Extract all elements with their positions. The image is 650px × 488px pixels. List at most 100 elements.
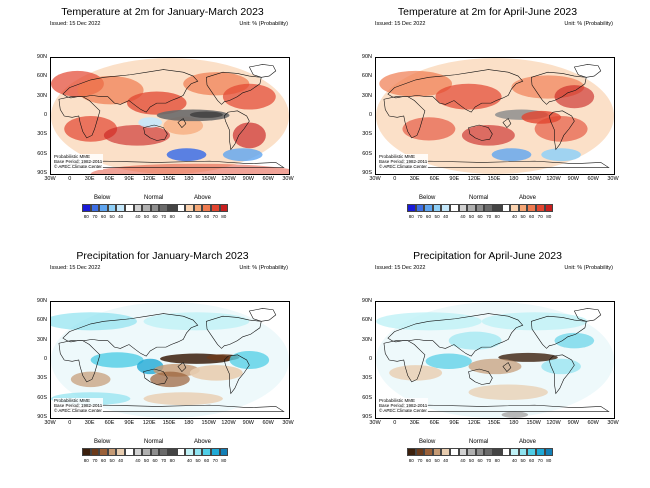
latitude-tick-label: 0 — [43, 112, 47, 118]
colorbar-tick-label: 40 — [118, 458, 124, 463]
colorbar-tick-label: 40 — [460, 458, 466, 463]
colorbar-swatch — [449, 448, 459, 456]
colorbar-swatch — [133, 204, 143, 212]
colorbar-swatch — [432, 448, 442, 456]
note-line: Base Period: 1982-2011 — [379, 159, 428, 165]
longitude-tick-label: 0 — [393, 420, 397, 426]
longitude-tick-label: 90E — [124, 420, 135, 426]
latitude-tick-label: 30S — [362, 375, 372, 382]
colorbar-tick-label: 40 — [511, 214, 517, 219]
colorbar-category-label: Above — [519, 439, 537, 445]
colorbar-tick-label: 70 — [486, 458, 492, 463]
longitude-tick-label: 0 — [68, 420, 72, 426]
longitude-tick-label: 150W — [201, 176, 216, 182]
longitude-tick-label: 60E — [104, 420, 115, 426]
colorbar-swatch — [501, 204, 511, 212]
colorbar-tick-label: 40 — [118, 214, 124, 219]
issued-date: Issued: 15 Dec 2022 — [375, 21, 426, 27]
colorbar-category-label: Above — [519, 195, 537, 201]
longitude-tick-label: 0 — [393, 176, 397, 182]
colorbar-tick-label: 50 — [520, 458, 526, 463]
colorbar-swatch — [193, 448, 203, 456]
unit-label: Unit: % (Probability) — [239, 265, 288, 271]
note-line: Base Period: 1982-2011 — [54, 159, 103, 165]
longitude-tick-label: 180 — [184, 420, 194, 426]
colorbar-tick-label: 80 — [408, 214, 414, 219]
colorbar-tick-label — [502, 214, 511, 219]
colorbar-swatch — [107, 204, 117, 212]
colorbar-tick-label: 50 — [434, 214, 440, 219]
longitude-tick-label: 150W — [526, 176, 541, 182]
unit-label: Unit: % (Probability) — [564, 265, 613, 271]
colorbar-tick-label: 80 — [83, 458, 89, 463]
world-map — [50, 57, 290, 175]
longitude-tick-label: 30W — [44, 176, 56, 182]
longitude-tick-label: 30W — [369, 176, 381, 182]
longitude-tick-label: 60W — [262, 420, 274, 426]
colorbar-tick-label: 70 — [92, 458, 98, 463]
latitude-tick-label: 60N — [361, 73, 372, 80]
longitude-tick-label: 120E — [467, 420, 481, 426]
colorbar-ticks: 80 70 60 50 40 40 50 60 70 80 40 50 60 70 80 — [407, 458, 553, 463]
colorbar-tick-label: 50 — [143, 214, 150, 219]
longitude-tick-label: 60W — [587, 420, 599, 426]
colorbar-swatch — [407, 204, 416, 212]
longitude-tick-label: 60E — [429, 420, 440, 426]
latitude-tick-label: 90N — [361, 54, 372, 60]
colorbar-swatch — [527, 204, 536, 212]
colorbar-swatch — [475, 448, 485, 456]
colorbar-swatch — [185, 204, 194, 212]
colorbar-swatch — [82, 204, 91, 212]
longitude-tick-label: 120E — [467, 176, 481, 182]
colorbar-tick-label — [125, 458, 134, 463]
unit-label: Unit: % (Probability) — [564, 21, 613, 27]
note-line: © APEC Climate Center — [54, 408, 102, 414]
colorbar-category-label: Normal — [469, 195, 489, 201]
colorbar-ticks: 80 70 60 50 40 40 50 60 70 80 40 50 60 70 80 — [407, 214, 553, 219]
colorbar-tick-label: 60 — [529, 458, 535, 463]
colorbar-category-label: Below — [419, 439, 436, 445]
colorbar-swatch — [467, 204, 476, 212]
latitude-tick-label: 60N — [36, 73, 47, 80]
note-line: © APEC Climate Center — [379, 408, 427, 414]
colorbar-tick-label: 60 — [100, 458, 107, 463]
note-line: © APEC Climate Center — [379, 164, 427, 170]
colorbar-swatch — [492, 204, 502, 212]
colorbar-tick-label: 60 — [477, 458, 483, 463]
world-map — [375, 301, 615, 419]
colorbar-tick-label: 50 — [143, 458, 150, 463]
colorbar-tick-label: 80 — [494, 458, 500, 463]
colorbar-swatch — [124, 204, 134, 212]
longitude-tick-label: 90W — [567, 420, 579, 426]
latitude-tick-label: 90S — [37, 170, 47, 176]
colorbar-tick-label: 70 — [486, 214, 492, 219]
latitude-tick-label: 0 — [43, 356, 47, 362]
note-line: Probabilistic MME — [379, 154, 416, 159]
panel-title: Precipitation for April-June 2023 — [413, 250, 562, 262]
continent-outlines — [57, 308, 285, 412]
colorbar-swatch — [219, 204, 229, 212]
colorbar-tick-label: 70 — [161, 458, 167, 463]
latitude-tick-label: 30N — [36, 336, 47, 343]
colorbar-swatch — [116, 448, 125, 456]
unit-label: Unit: % (Probability) — [239, 21, 288, 27]
colorbar — [82, 204, 229, 212]
colorbar-swatch — [176, 448, 186, 456]
colorbar-tick-label: 60 — [204, 458, 210, 463]
longitude-tick-label: 180 — [509, 420, 519, 426]
longitude-tick-label: 30W — [282, 176, 294, 182]
colorbar-ticks: 80 70 60 50 40 40 50 60 70 80 40 50 60 70 80 — [82, 214, 228, 219]
latitude-tick-label: 60N — [36, 317, 47, 324]
colorbar-tick-label: 80 — [546, 214, 552, 219]
colorbar-tick-label: 50 — [109, 214, 115, 219]
colorbar-swatch — [441, 448, 450, 456]
colorbar-tick-label: 80 — [83, 214, 89, 219]
colorbar-swatch — [159, 204, 168, 212]
colorbar-swatch — [142, 204, 151, 212]
latitude-tick-label: 90N — [361, 298, 372, 304]
colorbar-tick-label: 80 — [169, 214, 175, 219]
panel-title: Precipitation for January-March 2023 — [76, 250, 249, 262]
colorbar-tick-label: 60 — [152, 214, 158, 219]
panel-precipitation-amj: Precipitation for April-June 2023 Issued:… — [325, 244, 650, 488]
longitude-tick-label: 150W — [526, 420, 541, 426]
